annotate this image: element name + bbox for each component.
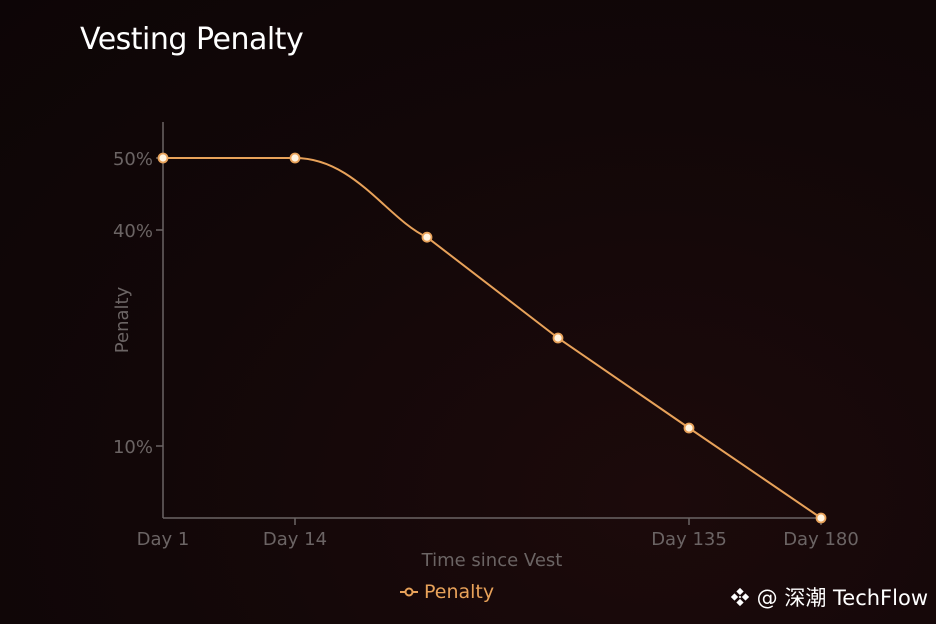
- legend-marker-icon: [404, 587, 414, 597]
- legend[interactable]: Penalty: [400, 581, 494, 603]
- data-point[interactable]: [157, 152, 169, 164]
- y-axis-title: Penalty: [112, 286, 133, 353]
- data-point[interactable]: [815, 512, 827, 524]
- x-tick-label: Day 135: [651, 529, 727, 550]
- data-point[interactable]: [683, 422, 695, 434]
- y-tick-label: 10%: [113, 437, 153, 458]
- penalty-series-line: [163, 157, 822, 519]
- legend-label: Penalty: [424, 581, 494, 603]
- watermark-text: @ 深潮 TechFlow: [756, 586, 928, 610]
- chart-title: Vesting Penalty: [80, 22, 304, 57]
- diamond-logo-icon: [730, 587, 749, 607]
- x-tick-label: Day 14: [263, 529, 327, 550]
- x-axis-title: Time since Vest: [421, 550, 563, 571]
- x-tick-label: Day 1: [137, 529, 190, 550]
- x-tick-label: Day 180: [783, 529, 859, 550]
- series-layer: [157, 152, 827, 524]
- y-tick-label: 40%: [113, 221, 153, 242]
- data-point[interactable]: [421, 231, 433, 243]
- data-point[interactable]: [552, 332, 564, 344]
- data-point[interactable]: [289, 152, 301, 164]
- y-tick-label: 50%: [113, 149, 153, 170]
- watermark: @ 深潮 TechFlow: [729, 582, 928, 612]
